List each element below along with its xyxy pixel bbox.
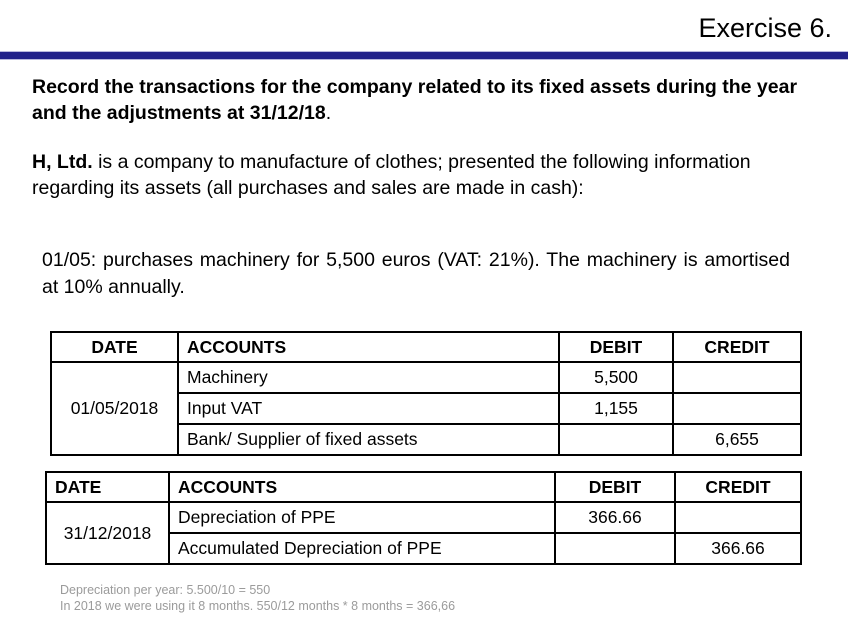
journal-entry-table-depreciation: DATE ACCOUNTS DEBIT CREDIT 31/12/2018 De… bbox=[45, 471, 802, 565]
footnote-line: Depreciation per year: 5.500/10 = 550 bbox=[60, 583, 271, 597]
header-accounts: ACCOUNTS bbox=[177, 331, 560, 363]
table-row: Accumulated Depreciation of PPE 366.66 bbox=[46, 532, 802, 565]
account-cell: Accumulated Depreciation of PPE bbox=[168, 532, 556, 565]
slide-title: Exercise 6. bbox=[698, 13, 832, 43]
account-cell: Depreciation of PPE bbox=[168, 501, 556, 534]
entry-date: 31/12/2018 bbox=[45, 501, 170, 565]
header-credit: CREDIT bbox=[674, 471, 802, 503]
credit-cell: 366.66 bbox=[674, 532, 802, 565]
table-header-row: DATE ACCOUNTS DEBIT CREDIT bbox=[45, 471, 802, 503]
table-row: 01/05/2018 Machinery 5,500 bbox=[50, 361, 802, 456]
header-date: DATE bbox=[45, 471, 170, 503]
transaction-note: 01/05: purchases machinery for 5,500 eur… bbox=[42, 249, 790, 298]
debit-cell: 366.66 bbox=[554, 501, 676, 534]
table-row: Input VAT 1,155 bbox=[51, 392, 802, 425]
company-description: is a company to manufacture of clothes; … bbox=[32, 151, 751, 199]
company-name: H, Ltd. bbox=[32, 151, 93, 173]
debit-cell bbox=[558, 423, 674, 456]
header-date: DATE bbox=[50, 331, 179, 363]
title-divider-rule bbox=[0, 51, 848, 60]
account-cell: Bank/ Supplier of fixed assets bbox=[177, 423, 560, 456]
footnote-line: In 2018 we were using it 8 months. 550/1… bbox=[60, 599, 456, 613]
entry-date: 01/05/2018 bbox=[50, 361, 179, 456]
table-header-row: DATE ACCOUNTS DEBIT CREDIT bbox=[50, 331, 802, 363]
header-debit: DEBIT bbox=[554, 471, 676, 503]
header-credit: CREDIT bbox=[672, 331, 802, 363]
footnotes: Depreciation per year: 5.500/10 = 550 In… bbox=[60, 582, 455, 614]
account-cell: Machinery bbox=[177, 361, 560, 394]
account-cell: Input VAT bbox=[177, 392, 560, 425]
debit-cell bbox=[554, 532, 676, 565]
instruction-text-tail: . bbox=[325, 102, 332, 124]
instruction-text-bold: Record the transactions for the company … bbox=[32, 76, 798, 124]
debit-cell: 5,500 bbox=[558, 361, 674, 394]
table-row: Bank/ Supplier of fixed assets 6,655 bbox=[51, 423, 802, 456]
debit-cell: 1,155 bbox=[558, 392, 674, 425]
journal-entry-table-purchase: DATE ACCOUNTS DEBIT CREDIT 01/05/2018 Ma… bbox=[50, 331, 802, 456]
table-row: 31/12/2018 Depreciation of PPE 366.66 bbox=[45, 501, 802, 565]
company-paragraph: H, Ltd. is a company to manufacture of c… bbox=[32, 149, 824, 201]
header-accounts: ACCOUNTS bbox=[168, 471, 556, 503]
instruction-paragraph: Record the transactions for the company … bbox=[32, 74, 824, 126]
credit-cell bbox=[674, 501, 802, 534]
credit-cell: 6,655 bbox=[672, 423, 802, 456]
credit-cell bbox=[672, 361, 802, 394]
header-debit: DEBIT bbox=[558, 331, 674, 363]
credit-cell bbox=[672, 392, 802, 425]
